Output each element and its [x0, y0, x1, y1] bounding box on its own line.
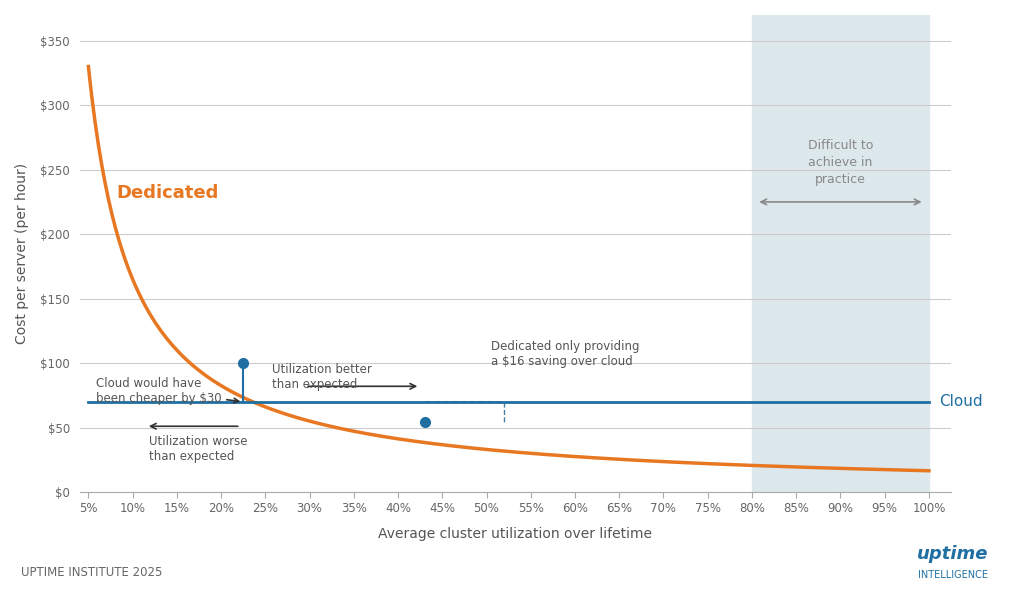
Text: UPTIME INSTITUTE 2025: UPTIME INSTITUTE 2025	[21, 566, 162, 579]
Text: uptime: uptime	[917, 545, 989, 563]
X-axis label: Average cluster utilization over lifetime: Average cluster utilization over lifetim…	[378, 527, 652, 541]
Text: INTELLIGENCE: INTELLIGENCE	[918, 570, 988, 580]
Text: Dedicated: Dedicated	[116, 184, 219, 202]
Text: Cloud would have
been cheaper by $30: Cloud would have been cheaper by $30	[96, 377, 239, 405]
Bar	[752, 15, 929, 492]
Text: Difficult to
achieve in
practice: Difficult to achieve in practice	[808, 139, 873, 187]
Text: Utilization better
than expected: Utilization better than expected	[273, 363, 372, 391]
Text: Cloud: Cloud	[939, 394, 983, 409]
Text: Utilization worse
than expected: Utilization worse than expected	[148, 436, 247, 463]
Y-axis label: Cost per server (per hour): Cost per server (per hour)	[15, 163, 29, 344]
Text: Dedicated only providing
a $16 saving over cloud: Dedicated only providing a $16 saving ov…	[491, 340, 640, 368]
